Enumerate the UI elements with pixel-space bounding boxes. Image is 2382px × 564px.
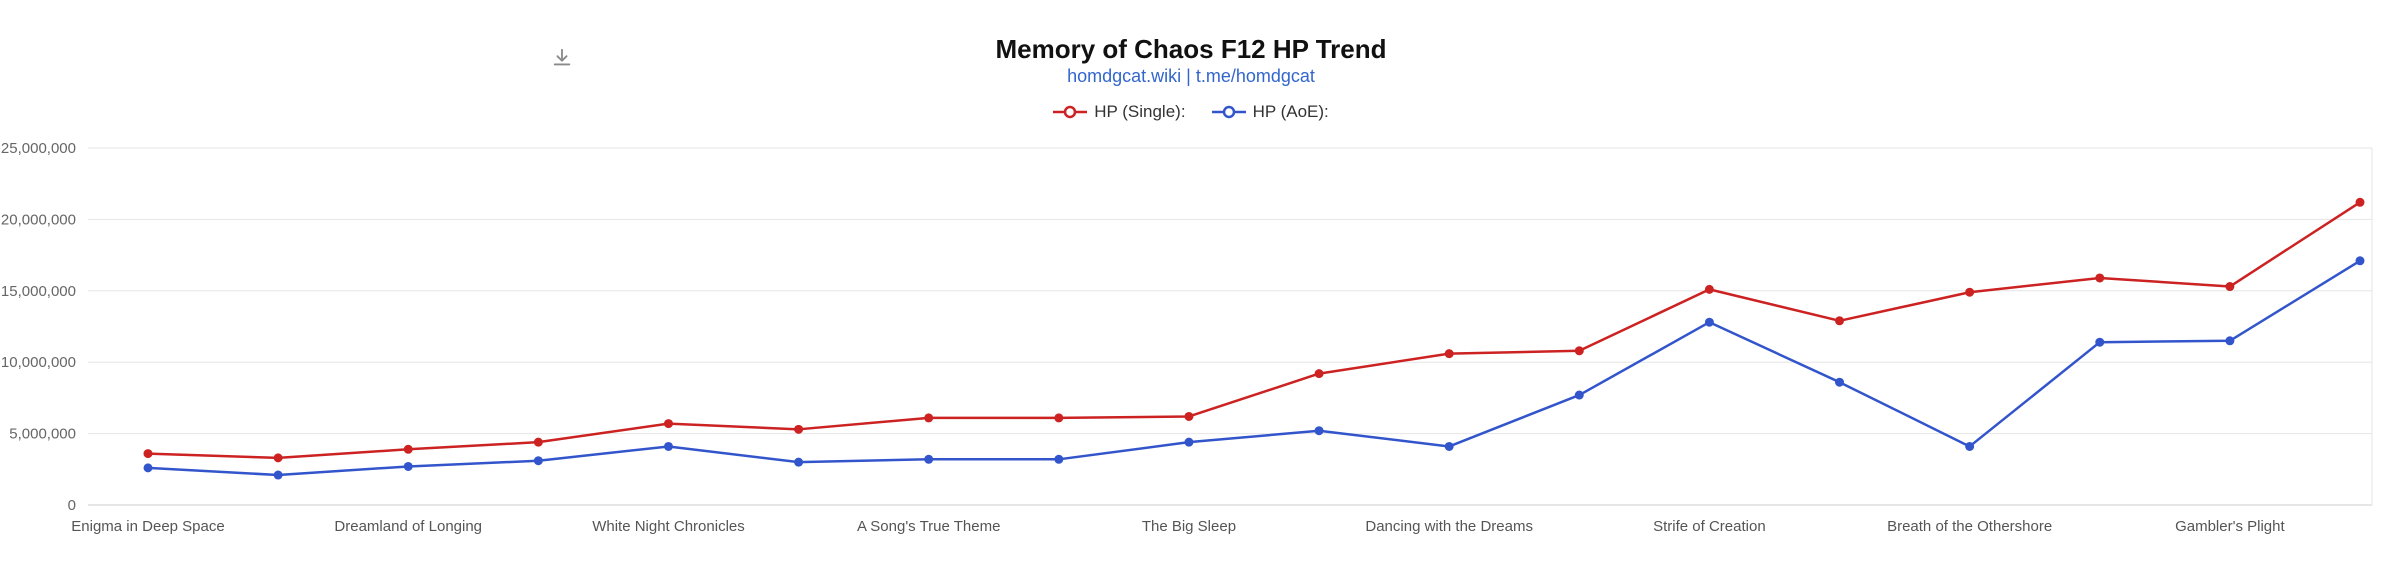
data-point-marker[interactable]: [2225, 282, 2235, 292]
data-point-marker[interactable]: [924, 454, 934, 464]
data-point-marker[interactable]: [533, 437, 543, 447]
chart-subtitle-link[interactable]: homdgcat.wiki | t.me/homdgcat: [1067, 66, 1315, 86]
data-point-marker[interactable]: [273, 470, 283, 480]
x-tick-label: The Big Sleep: [1142, 518, 1236, 535]
x-tick-label: A Song's True Theme: [857, 518, 1001, 535]
download-icon-glyph: [553, 48, 571, 66]
chart-legend: HP (Single): HP (AoE):: [0, 102, 2382, 122]
y-tick-label: 10,000,000: [1, 354, 76, 371]
y-tick-label: 20,000,000: [1, 211, 76, 228]
y-tick-label: 0: [68, 497, 76, 514]
data-point-marker[interactable]: [403, 461, 413, 471]
data-point-marker[interactable]: [1054, 454, 1064, 464]
y-tick-label: 25,000,000: [1, 140, 76, 157]
legend-item-hp-aoe[interactable]: HP (AoE):: [1211, 102, 1329, 122]
legend-marker-aoe: [1211, 105, 1246, 119]
y-tick-label: 15,000,000: [1, 283, 76, 300]
data-point-marker[interactable]: [1704, 317, 1714, 327]
data-point-marker[interactable]: [533, 456, 543, 466]
data-point-marker[interactable]: [143, 463, 153, 473]
data-point-marker[interactable]: [1704, 284, 1714, 294]
data-point-marker[interactable]: [1965, 287, 1975, 297]
x-tick-label: Enigma in Deep Space: [71, 518, 224, 535]
x-tick-label: White Night Chronicles: [592, 518, 745, 535]
data-point-marker[interactable]: [1574, 346, 1584, 356]
x-tick-label: Breath of the Othershore: [1887, 518, 2052, 535]
data-point-marker[interactable]: [2095, 337, 2105, 347]
data-point-marker[interactable]: [2355, 256, 2365, 266]
series-line-0: [147, 201, 2361, 460]
y-tick-label: 5,000,000: [9, 426, 76, 443]
data-point-marker[interactable]: [924, 413, 934, 423]
data-point-marker[interactable]: [663, 441, 673, 451]
x-tick-label: Dreamland of Longing: [334, 518, 482, 535]
legend-label-single: HP (Single):: [1094, 102, 1186, 121]
data-point-marker[interactable]: [663, 419, 673, 429]
download-icon[interactable]: [548, 44, 576, 72]
x-tick-label: Strife of Creation: [1653, 518, 1766, 535]
data-point-marker[interactable]: [1184, 411, 1194, 421]
legend-marker-single: [1053, 105, 1088, 119]
data-point-marker[interactable]: [794, 457, 804, 467]
data-point-marker[interactable]: [1835, 316, 1845, 326]
legend-item-hp-single[interactable]: HP (Single):: [1053, 102, 1186, 122]
x-tick-label: Dancing with the Dreams: [1365, 518, 1533, 535]
legend-label-aoe: HP (AoE):: [1252, 102, 1329, 121]
data-point-marker[interactable]: [2095, 273, 2105, 283]
data-point-marker[interactable]: [403, 444, 413, 454]
data-point-marker[interactable]: [2355, 197, 2365, 207]
chart-title: Memory of Chaos F12 HP Trend: [995, 34, 1387, 64]
data-point-marker[interactable]: [794, 424, 804, 434]
x-tick-label: Gambler's Plight: [2175, 518, 2285, 535]
data-point-marker[interactable]: [1184, 437, 1194, 447]
data-point-marker[interactable]: [1444, 441, 1454, 451]
data-point-marker[interactable]: [143, 449, 153, 459]
data-point-marker[interactable]: [1054, 413, 1064, 423]
data-point-marker[interactable]: [1314, 369, 1324, 379]
data-point-marker[interactable]: [1965, 441, 1975, 451]
data-point-marker[interactable]: [1574, 390, 1584, 400]
data-point-marker[interactable]: [1314, 426, 1324, 436]
series-line-1: [147, 259, 2361, 477]
data-point-marker[interactable]: [2225, 336, 2235, 346]
data-point-marker[interactable]: [273, 453, 283, 463]
data-point-marker[interactable]: [1835, 377, 1845, 387]
data-point-marker[interactable]: [1444, 349, 1454, 359]
